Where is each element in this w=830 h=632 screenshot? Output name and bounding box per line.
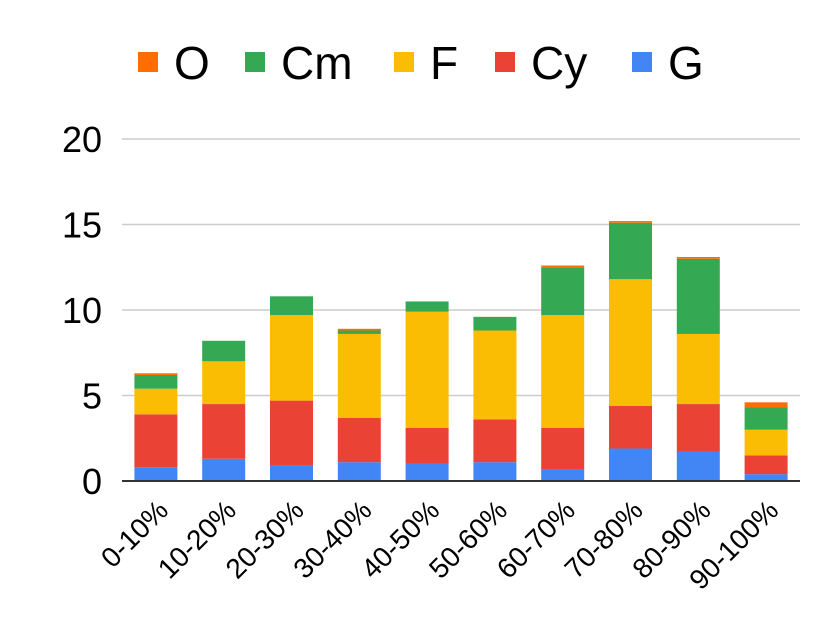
y-tick-label: 0 [82, 461, 102, 502]
bar-segment-g-0-10% [134, 467, 178, 481]
bar-segment-cm-40-50% [405, 301, 449, 312]
bar-segment-f-80-90% [676, 333, 720, 405]
legend-label-cy: Cy [531, 37, 587, 89]
x-axis-ticks: 0-10%10-20%20-30%30-40%40-50%50-60%60-70… [95, 494, 784, 595]
bar-segment-g-50-60% [473, 462, 517, 481]
bar-segment-f-20-30% [270, 315, 313, 401]
bar-segment-g-10-20% [202, 458, 246, 481]
legend-label-f: F [430, 37, 458, 89]
bar-segment-cy-60-70% [541, 427, 585, 470]
bar-segment-g-20-30% [270, 465, 313, 481]
bar-segment-g-90-100% [744, 474, 788, 481]
y-tick-label: 5 [82, 376, 102, 417]
legend-swatch-f [394, 52, 414, 72]
bar-segment-cm-60-70% [541, 267, 585, 316]
bar-segment-g-40-50% [405, 463, 449, 481]
legend-swatch-o [138, 52, 158, 72]
legend-swatch-g [632, 52, 652, 72]
bar-segment-g-80-90% [676, 451, 720, 481]
bar-segment-cy-30-40% [337, 417, 381, 463]
bar-segment-f-60-70% [541, 315, 585, 428]
bar-segment-cm-30-40% [337, 330, 381, 334]
bar-segment-o-90-100% [744, 402, 788, 408]
legend-label-o: O [174, 37, 210, 89]
bar-segment-f-30-40% [337, 333, 381, 418]
bar-segment-f-40-50% [405, 311, 449, 428]
bar-segment-f-50-60% [473, 330, 517, 420]
bar-segment-cy-10-20% [202, 404, 246, 459]
bar-segment-o-80-90% [676, 256, 720, 259]
bar-segment-cm-50-60% [473, 316, 517, 331]
bar-segment-cy-50-60% [473, 419, 517, 463]
bar-segment-cy-20-30% [270, 400, 313, 466]
bar-segment-f-0-10% [134, 388, 178, 415]
bar-segment-cm-0-10% [134, 374, 178, 389]
bar-segment-f-10-20% [202, 361, 246, 405]
legend-label-cm: Cm [281, 37, 353, 89]
bar-segment-o-60-70% [541, 265, 585, 268]
bar-segment-g-60-70% [541, 469, 585, 481]
bar-segment-cm-20-30% [270, 296, 313, 316]
bar-segment-cm-90-100% [744, 407, 788, 430]
bar-segment-f-90-100% [744, 429, 788, 456]
bar-segment-cm-70-80% [609, 222, 652, 280]
bar-segment-o-70-80% [609, 221, 652, 223]
legend: O Cm F Cy G [138, 37, 704, 89]
legend-label-g: G [668, 37, 704, 89]
bar-segment-o-30-40% [337, 328, 381, 331]
legend-swatch-cm [245, 52, 265, 72]
y-tick-label: 20 [62, 119, 102, 160]
bar-segment-cm-80-90% [676, 258, 720, 334]
bar-segment-cy-0-10% [134, 414, 178, 468]
bar-segment-cy-80-90% [676, 404, 720, 452]
y-tick-label: 10 [62, 290, 102, 331]
bar-segment-o-0-10% [134, 373, 178, 375]
bars [134, 221, 788, 481]
bar-segment-cy-90-100% [744, 455, 788, 475]
y-tick-label: 15 [62, 205, 102, 246]
bar-segment-g-30-40% [337, 462, 381, 481]
bar-segment-cy-70-80% [609, 405, 652, 449]
bar-segment-f-70-80% [609, 279, 652, 406]
bar-segment-cm-10-20% [202, 340, 246, 362]
bar-segment-cy-40-50% [405, 427, 449, 464]
legend-swatch-cy [495, 52, 515, 72]
y-axis-ticks: 0 5 10 15 20 [62, 119, 102, 502]
bar-segment-g-70-80% [609, 448, 652, 481]
